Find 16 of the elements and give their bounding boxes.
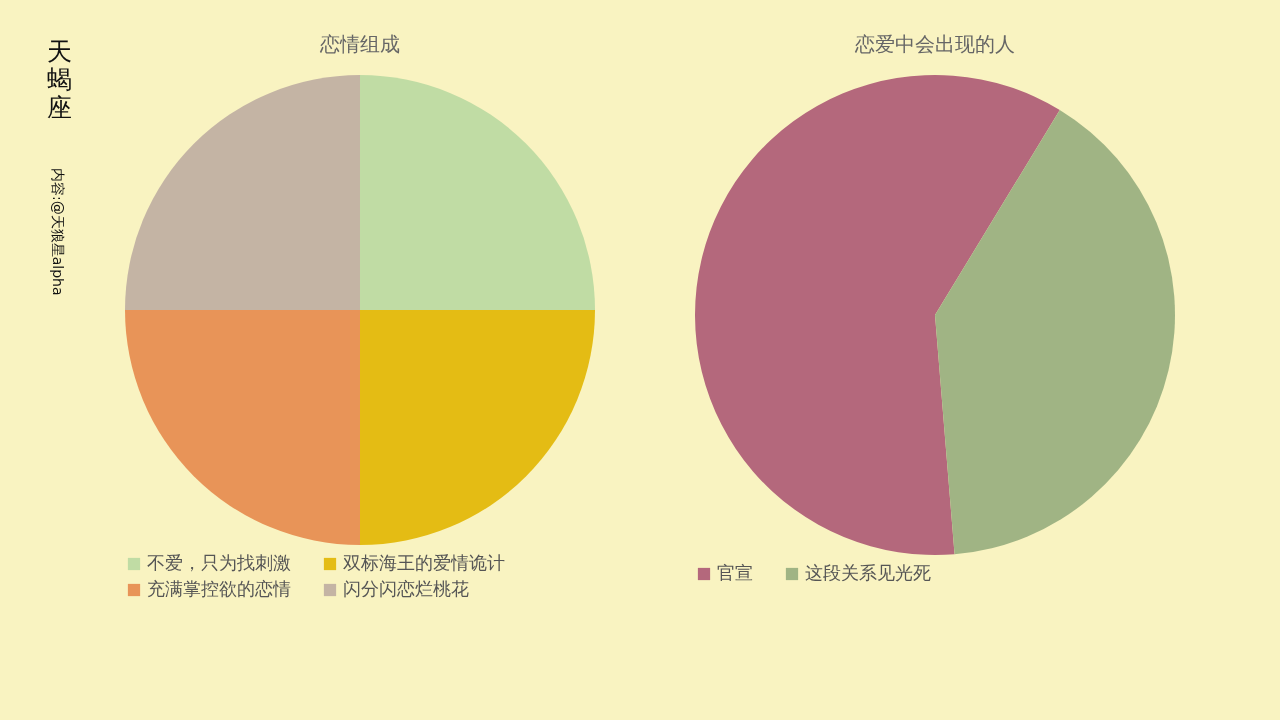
pie-slice <box>695 75 1060 555</box>
text: 内容:@天狼星alpha <box>49 168 66 296</box>
pie-slice <box>360 75 595 310</box>
legend-label: 闪分闪恋烂桃花 <box>343 578 469 599</box>
chart-title: 恋情组成 <box>319 32 400 56</box>
legend-label: 双标海王的爱情诡计 <box>343 552 505 573</box>
legend-label: 充满掌控欲的恋情 <box>147 578 291 599</box>
pie-slice <box>360 310 595 545</box>
pie-slice <box>935 109 1175 555</box>
legend-label: 不爱，只为找刺激 <box>147 552 291 573</box>
pie-slice <box>125 310 360 545</box>
pie-slice <box>125 75 360 310</box>
legend-label: 官宣 <box>717 562 753 583</box>
legend-label: 这段关系见光死 <box>805 562 931 583</box>
chart-title: 恋爱中会出现的人 <box>854 32 1015 56</box>
text: 天蝎座 <box>45 37 73 122</box>
